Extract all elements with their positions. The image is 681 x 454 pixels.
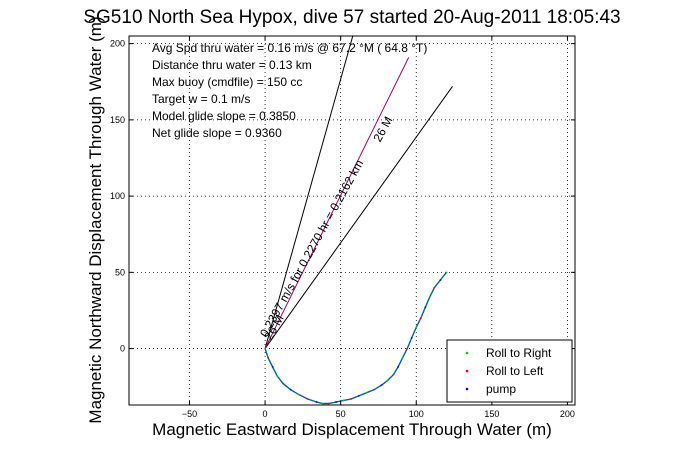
x-tick-label: 0 [263, 409, 268, 419]
track-point [357, 394, 360, 397]
annotations: Avg Spd thru water = 0.16 m/s @ 67.2 °M … [152, 41, 427, 140]
reference-line [264, 86, 453, 349]
annotation-line: Distance thru water = 0.13 km [152, 58, 312, 72]
reference-line [264, 57, 410, 349]
track-point [276, 375, 279, 377]
track-point [365, 391, 368, 394]
track-point [392, 373, 395, 376]
track-point [406, 347, 409, 350]
track-point [297, 393, 300, 396]
chart-title: SG510 North Sea Hypox, dive 57 started 2… [83, 7, 620, 28]
x-tick-label: 50 [336, 409, 346, 419]
legend-marker [465, 351, 469, 355]
legend-marker [465, 369, 469, 373]
legend: Roll to Right Roll to Left pump [446, 339, 573, 403]
track-point [373, 388, 375, 391]
plot-frame [128, 35, 576, 406]
x-tick-label: 100 [409, 409, 424, 419]
track-point [380, 384, 383, 387]
legend-marker [465, 387, 469, 391]
track-point [327, 402, 330, 405]
y-tick-label: 150 [110, 115, 125, 125]
annotation-line: Avg Spd thru water = 0.16 m/s @ 67.2 °M … [152, 41, 427, 55]
annotation-line: Max buoy (cmdfile) = 150 cc [152, 75, 302, 89]
legend-label: Roll to Left [486, 364, 544, 378]
x-axis-label: Magnetic Eastward Displacement Through W… [152, 420, 552, 439]
track-point [271, 365, 274, 368]
track-point [321, 402, 324, 405]
x-tick-label: −50 [182, 409, 197, 419]
track-point [439, 279, 442, 281]
track-point [401, 356, 404, 359]
track-point [342, 399, 345, 402]
track-point [267, 356, 269, 359]
track-point [335, 401, 338, 403]
track-point [410, 337, 413, 339]
annotation-line: Net glide slope = 0.9360 [152, 126, 282, 140]
track-point [282, 382, 285, 385]
track-point [350, 398, 353, 400]
track-point [433, 286, 436, 289]
grid [129, 36, 575, 405]
y-tick-label: 200 [110, 39, 125, 49]
track-point [445, 271, 448, 274]
track-point [428, 295, 431, 298]
track-point [264, 347, 266, 350]
track-point [415, 326, 418, 329]
y-axis-label: Magnetic Northward Displacement Through … [86, 16, 105, 423]
y-tick-label: 50 [115, 267, 125, 277]
plot-lines [264, 35, 453, 405]
track-point [306, 398, 309, 400]
x-tick-label: 200 [560, 409, 575, 419]
track-point [386, 379, 389, 382]
reference-line [264, 35, 354, 349]
track-point [424, 306, 427, 309]
track-point [419, 317, 422, 319]
track-point [315, 401, 318, 403]
annotation-line: Target w = 0.1 m/s [152, 92, 250, 106]
x-tick-label: 150 [484, 409, 499, 419]
legend-label: pump [486, 382, 516, 396]
annotation-line: Model glide slope = 0.3850 [152, 109, 296, 123]
y-tick-label: 0 [120, 344, 125, 354]
legend-label: Roll to Right [486, 346, 552, 360]
track-point [289, 388, 292, 391]
track-point [397, 365, 400, 368]
y-tick-label: 100 [110, 191, 125, 201]
